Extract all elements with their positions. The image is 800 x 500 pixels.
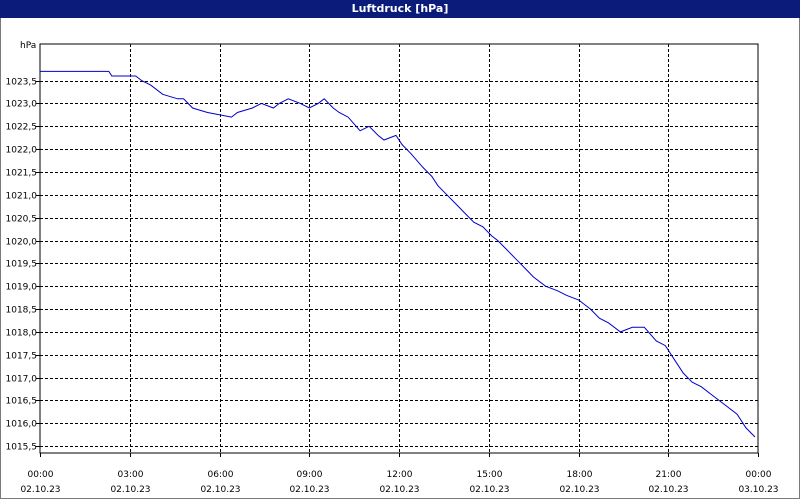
y-tick-label: 1019,0	[6, 283, 38, 293]
y-tick-label: 1023,0	[6, 100, 38, 110]
y-tick-label: 1018,5	[6, 306, 38, 316]
y-tick-label: 1020,5	[6, 215, 38, 225]
x-tick-time-label: 06:00	[208, 470, 234, 480]
y-tick-label: 1023,5	[6, 78, 38, 88]
pressure-series-line	[40, 70, 756, 438]
x-tick-time-label: 21:00	[656, 470, 682, 480]
x-tick-date-label: 02.10.23	[200, 485, 240, 495]
x-tick-date-label: 02.10.23	[559, 485, 599, 495]
y-axis-unit-label: hPa	[20, 41, 36, 51]
x-tick-date-label: 02.10.23	[469, 485, 509, 495]
x-tick-date-label: 02.10.23	[648, 485, 688, 495]
x-tick-time-label: 00:00	[28, 470, 54, 480]
y-tick-label: 1022,5	[6, 123, 38, 133]
x-tick-date-label: 03.10.23	[738, 485, 778, 495]
y-tick-label: 1019,5	[6, 260, 38, 270]
y-tick-label: 1017,5	[6, 352, 38, 362]
y-axis-ticks: 1015,5 1016,0 1016,5 1017,0 1017,5 1018,0 1018…	[6, 78, 40, 453]
y-tick-label: 1021,5	[6, 169, 38, 179]
x-tick-date-label: 02.10.23	[20, 485, 60, 495]
y-tick-label: 1017,0	[6, 375, 38, 385]
grid-lines	[40, 44, 758, 453]
y-tick-label: 1022,0	[6, 146, 38, 156]
x-tick-date-label: 02.10.23	[110, 485, 150, 495]
chart-title: Luftdruck [hPa]	[0, 0, 800, 18]
x-tick-time-label: 09:00	[297, 470, 323, 480]
x-axis-ticks: 00:00 02.10.23 03:00 02.10.23 06:00 02.10.23 0…	[20, 453, 779, 495]
y-tick-label: 1020,0	[6, 238, 38, 248]
x-tick-date-label: 02.10.23	[379, 485, 419, 495]
x-tick-time-label: 03:00	[118, 470, 144, 480]
y-tick-label: 1021,0	[6, 192, 38, 202]
x-tick-time-label: 15:00	[477, 470, 503, 480]
y-tick-label: 1015,5	[6, 443, 38, 453]
y-tick-label: 1018,0	[6, 329, 38, 339]
x-tick-time-label: 00:00	[746, 470, 772, 480]
x-tick-date-label: 02.10.23	[289, 485, 329, 495]
y-tick-label: 1016,0	[6, 420, 38, 430]
x-tick-time-label: 18:00	[567, 470, 593, 480]
y-tick-label: 1016,5	[6, 397, 38, 407]
x-tick-time-label: 12:00	[387, 470, 413, 480]
